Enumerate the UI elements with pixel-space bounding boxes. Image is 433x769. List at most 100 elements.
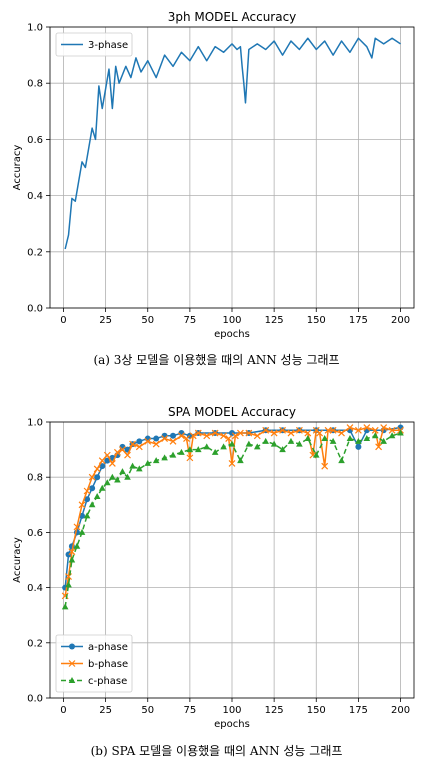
- data-point: [316, 429, 324, 437]
- data-point: [94, 474, 101, 481]
- data-point: [186, 454, 194, 462]
- x-tick-label: 75: [184, 315, 197, 326]
- y-tick-label: 1.0: [27, 418, 43, 429]
- data-point: [262, 426, 270, 434]
- data-point: [152, 457, 160, 464]
- data-point: [144, 437, 152, 445]
- legend-box: [55, 32, 133, 57]
- data-point: [78, 528, 86, 535]
- data-point: [338, 429, 345, 437]
- data-point: [152, 440, 160, 448]
- y-tick-label: 0.2: [27, 247, 43, 258]
- data-point: [88, 501, 96, 508]
- legend-box: [55, 634, 133, 693]
- x-tick-label: 0: [60, 705, 66, 716]
- legend: 3-phase: [55, 32, 133, 57]
- x-tick-label: 25: [99, 315, 112, 326]
- data-point: [186, 446, 194, 453]
- data-point: [338, 457, 345, 464]
- caption-a: (a) 3상 모델을 이용했을 때의 ANN 성능 그래프: [93, 353, 340, 367]
- data-point: [245, 440, 253, 447]
- data-point: [253, 443, 261, 450]
- data-point: [237, 429, 244, 437]
- data-point: [220, 432, 227, 440]
- series-line-b-phase: [64, 426, 401, 597]
- x-tick-label: 100: [222, 315, 241, 326]
- data-point: [129, 462, 136, 469]
- x-tick-label: 0: [60, 315, 66, 326]
- data-point: [104, 457, 111, 464]
- chart-title: 3ph MODEL Accuracy: [168, 10, 297, 24]
- data-point: [124, 451, 131, 459]
- data-point: [78, 501, 86, 509]
- data-point: [211, 448, 219, 455]
- data-point: [363, 424, 371, 431]
- legend-label: c-phase: [88, 676, 127, 687]
- data-point: [270, 440, 278, 447]
- data-point: [211, 429, 219, 437]
- data-point: [253, 432, 261, 440]
- data-point: [83, 487, 91, 495]
- data-point: [73, 523, 81, 531]
- x-tick-label: 25: [99, 705, 112, 716]
- data-point: [114, 476, 121, 483]
- data-point: [136, 438, 143, 445]
- data-point: [228, 459, 236, 467]
- plot-area: [64, 37, 401, 250]
- data-point: [93, 465, 101, 473]
- x-tick-label: 125: [265, 315, 284, 326]
- x-tick-label: 150: [307, 705, 326, 716]
- plot-area: [61, 424, 404, 610]
- ticks: 0 25 50 75 100 125 150 175 200 0.0 0.2 0.4 0.6 0.8 1.0: [27, 418, 410, 717]
- legend-marker: [68, 677, 76, 683]
- x-tick-label: 75: [184, 705, 197, 716]
- data-point: [270, 429, 278, 437]
- ticks: 0 25 50 75 100 125 150 175 200 0.0 0.2 0.4 0.6 0.8 1.0: [27, 23, 410, 327]
- data-point: [65, 581, 72, 588]
- series-3-phase: [64, 37, 401, 250]
- data-point: [375, 443, 383, 451]
- y-tick-label: 0.8: [27, 79, 43, 90]
- data-point: [169, 451, 177, 458]
- data-point: [321, 435, 328, 442]
- data-point: [189, 432, 197, 440]
- data-point: [279, 446, 286, 453]
- data-point: [321, 462, 329, 470]
- y-tick-label: 0.8: [27, 473, 43, 484]
- y-tick-label: 0.0: [27, 694, 43, 705]
- y-tick-label: 0.6: [27, 528, 43, 539]
- data-point: [119, 446, 126, 454]
- series-a-phase: [62, 424, 404, 591]
- data-point: [355, 443, 362, 450]
- data-point: [113, 448, 121, 456]
- caption-b: (b) SPA 모델을 이용했을 때의 ANN 성능 그래프: [90, 744, 343, 758]
- data-point: [295, 426, 303, 434]
- data-point: [93, 493, 101, 500]
- data-point: [237, 457, 244, 464]
- y-axis-label: Accuracy: [12, 145, 23, 191]
- data-point: [61, 603, 69, 610]
- series-b-phase: [61, 424, 404, 600]
- data-point: [279, 426, 286, 434]
- data-point: [346, 435, 354, 442]
- data-point: [98, 484, 106, 491]
- data-point: [296, 440, 303, 447]
- data-point: [228, 440, 236, 447]
- data-point: [183, 435, 190, 442]
- data-point: [304, 435, 312, 442]
- legend: a-phase b-phase c-phase: [55, 634, 133, 693]
- x-tick-label: 200: [391, 315, 410, 326]
- legend-label: a-phase: [88, 642, 128, 653]
- series-line-c-phase: [64, 432, 401, 608]
- data-point: [169, 437, 177, 445]
- data-point: [88, 473, 96, 481]
- data-point: [98, 457, 106, 465]
- data-point: [329, 426, 337, 434]
- data-point: [129, 440, 136, 448]
- data-point: [161, 435, 169, 442]
- chart-3ph-model-accuracy: 0 25 50 75 100 125 150 175 200 0.0 0.2 0.4 0.6 0.8 1.0…: [12, 10, 415, 340]
- data-point: [203, 432, 211, 440]
- data-point: [103, 479, 111, 486]
- y-tick-label: 0.0: [27, 304, 43, 315]
